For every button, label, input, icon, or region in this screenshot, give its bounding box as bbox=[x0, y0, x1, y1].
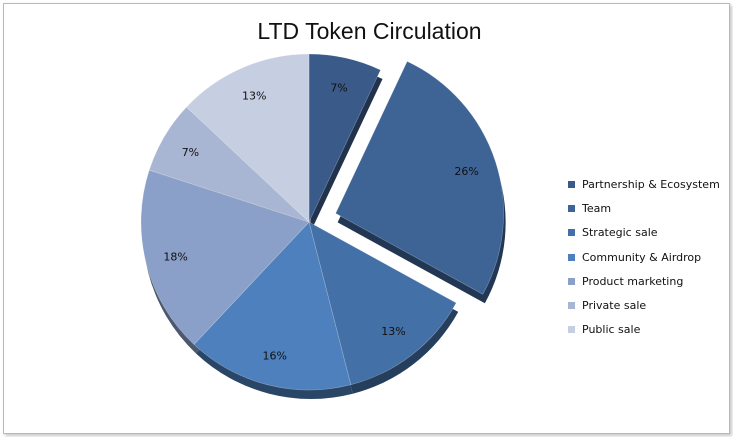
legend-label: Partnership & Ecosystem bbox=[582, 177, 720, 191]
legend-item-team: Team bbox=[568, 196, 728, 220]
legend-swatch bbox=[568, 204, 575, 212]
legend-label: Public sale bbox=[582, 323, 641, 337]
legend-swatch bbox=[568, 326, 575, 334]
data-label-strategic-sale: 13% bbox=[381, 325, 405, 338]
chart-title: LTD Token Circulation bbox=[257, 18, 482, 44]
legend-label: Team bbox=[582, 201, 612, 215]
legend: Partnership & Ecosystem Team Strategic sal… bbox=[568, 172, 728, 342]
legend-item-public-sale: Public sale bbox=[568, 318, 728, 342]
pie-slice-partnership-and-ecosystem bbox=[308, 53, 381, 223]
legend-swatch bbox=[568, 253, 575, 261]
pie-slice-private-sale bbox=[148, 106, 310, 223]
data-label-community-and-airdrop: 16% bbox=[263, 349, 287, 362]
legend-item-strategic-sale: Strategic sale bbox=[568, 221, 728, 245]
legend-item-product-marketing: Product marketing bbox=[568, 269, 728, 293]
data-label-private-sale: 7% bbox=[182, 146, 199, 159]
pie-slice-strategic-sale bbox=[308, 221, 457, 386]
data-label-team: 26% bbox=[454, 165, 478, 178]
legend-swatch bbox=[568, 277, 575, 285]
pie-slice-product-marketing bbox=[140, 169, 310, 345]
pie-slice-community-and-airdrop bbox=[193, 221, 352, 391]
legend-item-private-sale: Private sale bbox=[568, 293, 728, 317]
legend-swatch bbox=[568, 229, 575, 237]
legend-label: Private sale bbox=[582, 299, 647, 313]
legend-swatch bbox=[568, 180, 575, 188]
legend-item-partnership-and-ecosystem: Partnership & Ecosystem bbox=[568, 172, 728, 196]
legend-label: Community & Airdrop bbox=[582, 250, 702, 264]
pie-slice-team bbox=[335, 60, 504, 295]
legend-label: Strategic sale bbox=[582, 226, 658, 240]
legend-label: Product marketing bbox=[582, 274, 684, 288]
pie-slice-public-sale bbox=[186, 53, 310, 223]
legend-item-community-and-airdrop: Community & Airdrop bbox=[568, 245, 728, 269]
data-label-product-marketing: 18% bbox=[163, 250, 187, 263]
data-label-public-sale: 13% bbox=[242, 90, 266, 103]
legend-swatch bbox=[568, 302, 575, 310]
data-label-partnership-and-ecosystem: 7% bbox=[330, 82, 347, 95]
